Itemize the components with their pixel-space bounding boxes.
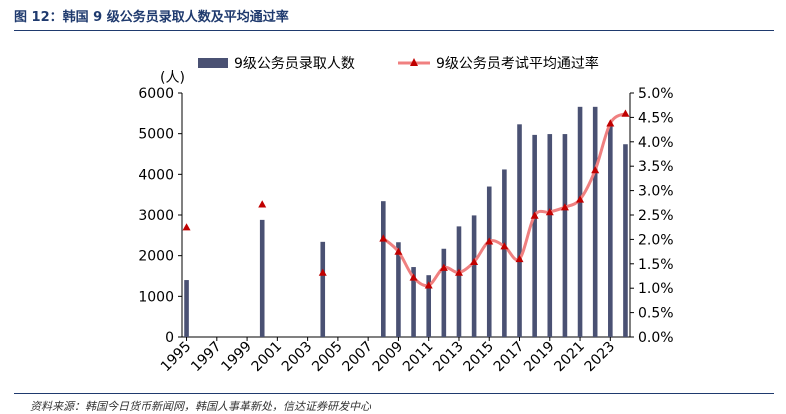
y-left-tick-label: 6000 bbox=[138, 86, 174, 102]
y-right-tick-label: 2.0% bbox=[638, 232, 674, 248]
y-right-tick-label: 1.5% bbox=[638, 257, 674, 273]
x-tick-label: 1999 bbox=[218, 339, 255, 376]
marker-series bbox=[182, 109, 630, 289]
bar bbox=[577, 106, 583, 338]
legend-line-label: 9级公务员考试平均通过率 bbox=[436, 55, 599, 72]
pass-rate-marker bbox=[530, 211, 539, 219]
pass-rate-marker bbox=[560, 203, 569, 211]
x-tick-label: 2005 bbox=[309, 339, 346, 376]
pass-rate-marker bbox=[182, 223, 191, 231]
x-tick-label: 2015 bbox=[461, 339, 498, 376]
bar bbox=[184, 280, 189, 337]
y-right-tick-label: 0.0% bbox=[638, 330, 674, 346]
title-divider bbox=[14, 30, 774, 31]
bar bbox=[623, 144, 628, 337]
y-right-tick-label: 4.0% bbox=[638, 135, 674, 151]
y-left-tick-label: 5000 bbox=[138, 127, 174, 143]
bar bbox=[411, 267, 416, 337]
x-tick-label: 2023 bbox=[582, 339, 619, 376]
bar bbox=[502, 169, 507, 337]
y-right-tick-label: 1.0% bbox=[638, 281, 674, 297]
bar bbox=[396, 242, 401, 337]
pass-rate-marker bbox=[454, 268, 463, 276]
x-tick-label: 2001 bbox=[249, 339, 286, 376]
y-left-tick-label: 2000 bbox=[138, 249, 174, 265]
legend-line-marker bbox=[410, 58, 418, 66]
bar bbox=[259, 219, 265, 337]
y-right-tick-label: 0.5% bbox=[638, 306, 674, 322]
bar bbox=[532, 134, 537, 337]
source-divider bbox=[14, 393, 774, 394]
pass-rate-marker bbox=[470, 257, 479, 266]
bar bbox=[426, 275, 432, 337]
x-tick-label: 1997 bbox=[188, 339, 225, 376]
x-tick-label: 2007 bbox=[339, 339, 376, 376]
pass-rate-marker bbox=[258, 200, 267, 208]
legend: 9级公务员录取人数 9级公务员考试平均通过率 bbox=[198, 55, 599, 72]
x-tick-label: 2013 bbox=[430, 339, 467, 376]
y-left-tick-label: 3000 bbox=[138, 208, 174, 224]
bar bbox=[486, 186, 492, 337]
pass-rate-marker bbox=[545, 208, 554, 216]
pass-rate-marker bbox=[606, 119, 615, 127]
pass-rate-marker bbox=[576, 195, 585, 203]
bar bbox=[547, 134, 553, 337]
bar bbox=[517, 124, 522, 338]
x-tick-label: 2021 bbox=[551, 339, 588, 376]
source-note: 资料来源：韩国今日货币新闻网，韩国人事革新处，信达证券研发中心 bbox=[30, 400, 371, 413]
pass-rate-marker bbox=[394, 247, 403, 255]
x-tick-label: 2009 bbox=[370, 339, 407, 376]
pass-rate-marker bbox=[318, 268, 327, 276]
bar bbox=[562, 134, 568, 337]
bar bbox=[320, 241, 326, 337]
y-left-tick-label: 1000 bbox=[138, 289, 174, 305]
pass-rate-marker bbox=[515, 254, 524, 263]
y-right-tick-label: 4.5% bbox=[638, 110, 674, 126]
axes-layer bbox=[178, 92, 634, 341]
legend-bar-label: 9级公务员录取人数 bbox=[234, 56, 355, 72]
y-right-tick-label: 3.5% bbox=[638, 159, 674, 175]
x-tick-label: 2011 bbox=[400, 339, 437, 376]
pass-rate-marker bbox=[500, 242, 509, 250]
pass-rate-marker bbox=[379, 234, 388, 242]
bar bbox=[380, 201, 386, 337]
bar bbox=[441, 248, 447, 337]
pass-rate-marker bbox=[424, 281, 433, 289]
x-tick-label: 1995 bbox=[158, 339, 195, 376]
bar bbox=[471, 215, 477, 337]
pass-rate-marker bbox=[439, 263, 448, 271]
pass-rate-marker bbox=[621, 109, 630, 117]
x-tick-label: 2003 bbox=[279, 339, 316, 376]
y-axis-left-unit: (人) bbox=[160, 70, 185, 86]
pass-rate-marker bbox=[591, 166, 600, 174]
y-right-tick-label: 2.5% bbox=[638, 208, 674, 224]
pass-rate-marker bbox=[409, 273, 418, 281]
x-tick-label: 2019 bbox=[521, 339, 558, 376]
bar bbox=[592, 106, 598, 338]
y-left-tick-label: 4000 bbox=[138, 167, 174, 183]
y-left-tick-label: 0 bbox=[165, 330, 174, 346]
pass-rate-marker bbox=[485, 237, 494, 245]
y-right-tick-label: 5.0% bbox=[638, 86, 674, 102]
x-tick-label: 2017 bbox=[491, 339, 528, 376]
figure-title: 图 12：韩国 9 级公务员录取人数及平均通过率 bbox=[14, 10, 289, 25]
legend-bar-swatch bbox=[198, 58, 228, 68]
bar bbox=[608, 124, 613, 338]
bar bbox=[456, 226, 462, 337]
y-right-tick-label: 3.0% bbox=[638, 184, 674, 200]
bar-series bbox=[184, 106, 628, 338]
